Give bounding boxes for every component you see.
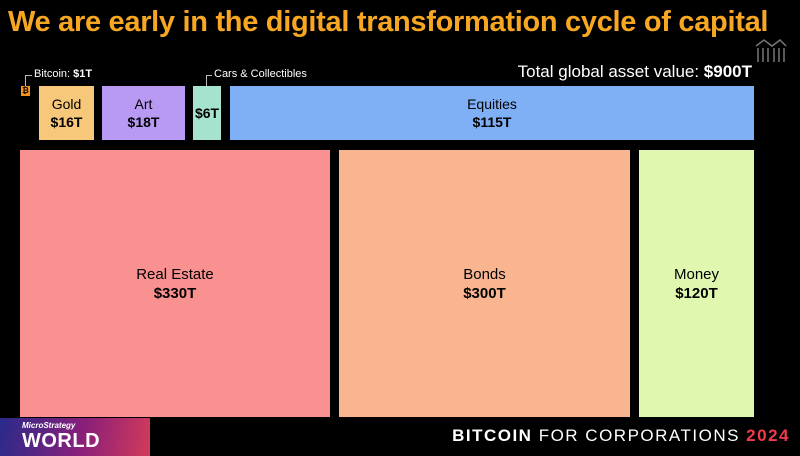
tile-bonds-value: $300T [463,284,506,302]
cars-callout-line [206,75,212,86]
microstrategy-world-badge: MicroStrategy WORLD [0,418,150,456]
tile-art: Art $18T [102,86,185,140]
event-year: 2024 [746,426,790,445]
bitcoin-label: Bitcoin: [34,68,74,80]
event-bold: BITCOIN [452,426,533,445]
cars-callout: Cars & Collectibles [214,68,307,80]
tile-real-estate: Real Estate $330T [20,150,330,417]
brand-big: WORLD [22,430,101,452]
tile-real-estate-name: Real Estate [136,265,214,283]
tile-art-value: $18T [127,114,160,130]
slide-title: We are early in the digital transformati… [8,6,769,38]
tile-equities-value: $115T [472,114,512,130]
tile-gold-name: Gold [51,96,82,112]
tile-cars: $6T [193,86,221,140]
presenter-logo-icon [755,39,787,62]
event-name: BITCOIN FOR CORPORATIONS 2024 [452,426,790,446]
tile-art-name: Art [134,96,153,112]
bitcoin-callout: Bitcoin: $1T [34,68,92,80]
tile-money-name: Money [673,265,720,283]
bitcoin-callout-line [25,75,32,86]
bitcoin-value: $1T [73,68,93,80]
tile-bonds-name: Bonds [463,265,506,283]
brand-small: MicroStrategy [22,421,76,430]
tile-bonds: Bonds $300T [339,150,630,417]
tile-equities-name: Equities [467,96,517,112]
total-value: $900T [703,62,752,81]
tile-equities: Equities $115T [230,86,754,140]
tile-gold-value: $16T [50,114,83,130]
total-asset-value: Total global asset value: $900T [518,62,752,82]
tile-money: Money $120T [639,150,754,417]
tile-money-value: $120T [675,284,718,302]
tile-real-estate-value: $330T [153,284,197,302]
event-rest: FOR CORPORATIONS [532,426,747,445]
tile-cars-value: $6T [194,105,220,121]
tile-gold: Gold $16T [39,86,94,140]
total-label: Total global asset value: [517,62,704,81]
bitcoin-icon: ₿ [21,86,30,96]
